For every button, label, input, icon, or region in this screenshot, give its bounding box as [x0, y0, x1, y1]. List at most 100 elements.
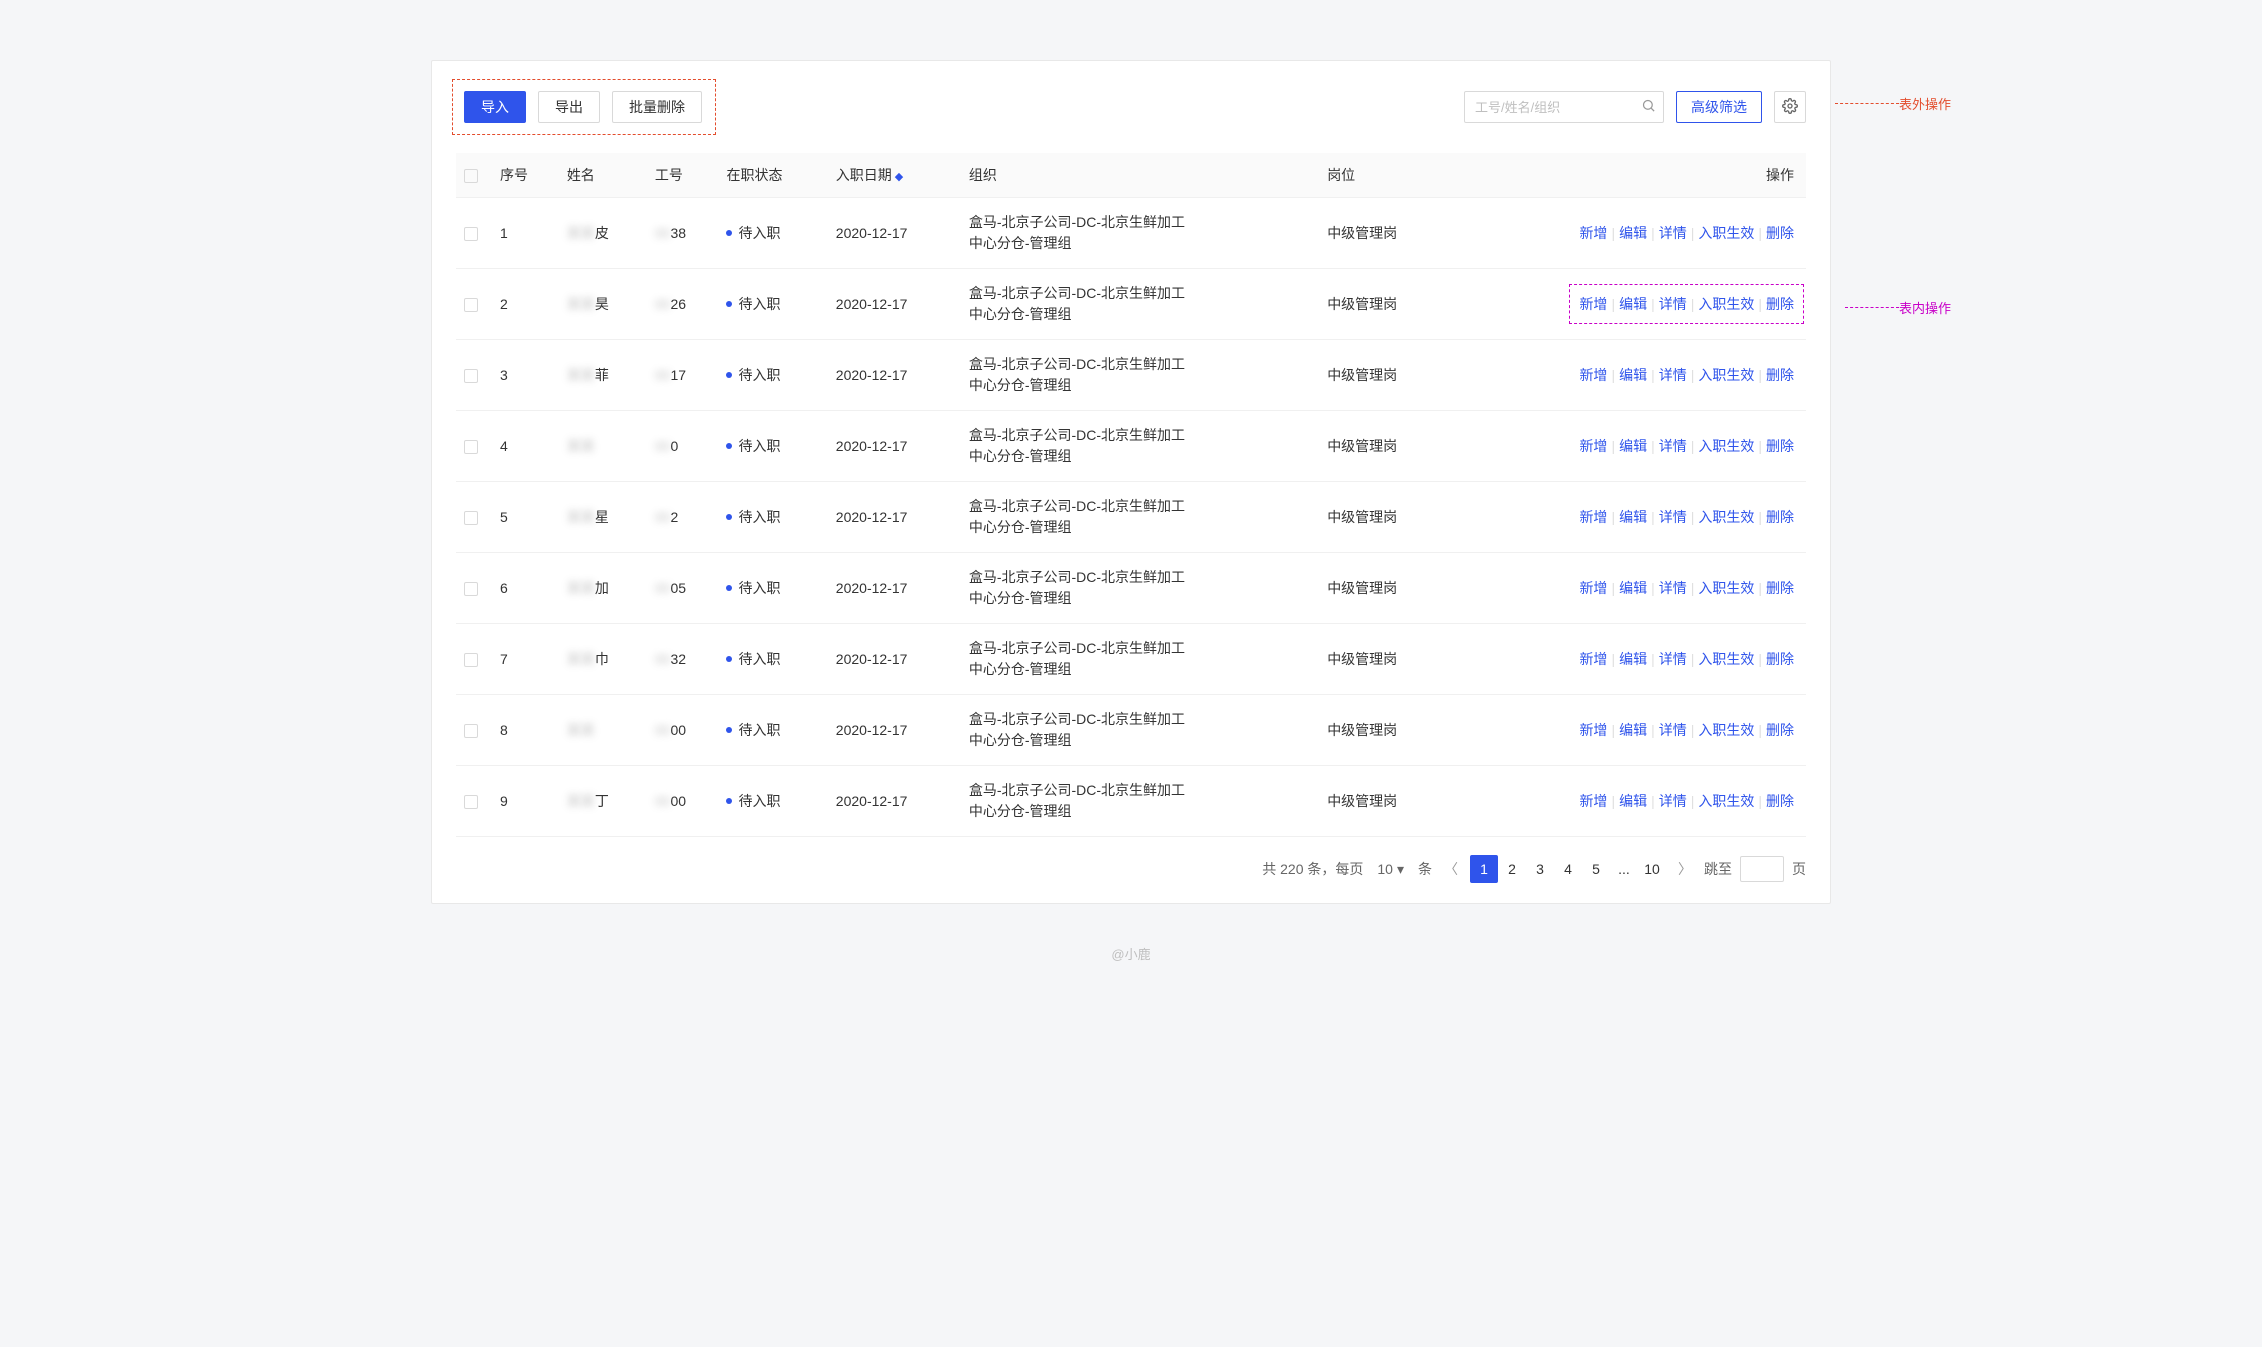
import-button[interactable]: 导入: [464, 91, 526, 123]
row-checkbox[interactable]: [464, 511, 478, 525]
action-detail[interactable]: 详情: [1659, 365, 1687, 385]
cell-hiredate: 2020-12-17: [828, 269, 961, 340]
page-4[interactable]: 4: [1554, 855, 1582, 883]
row-checkbox[interactable]: [464, 653, 478, 667]
col-hiredate[interactable]: 入职日期◆: [828, 153, 961, 198]
cell-status: 待入职: [718, 766, 827, 837]
action-activate[interactable]: 入职生效: [1698, 365, 1754, 385]
action-add[interactable]: 新增: [1579, 365, 1607, 385]
action-add[interactable]: 新增: [1579, 720, 1607, 740]
row-checkbox[interactable]: [464, 298, 478, 312]
cell-org: 盒马-北京子公司-DC-北京生鲜加工中心分仓-管理组: [961, 624, 1319, 695]
action-add[interactable]: 新增: [1579, 649, 1607, 669]
action-add[interactable]: 新增: [1579, 578, 1607, 598]
col-org[interactable]: 组织: [961, 153, 1319, 198]
cell-hiredate: 2020-12-17: [828, 411, 961, 482]
search-box: [1464, 91, 1664, 123]
action-detail[interactable]: 详情: [1659, 720, 1687, 740]
row-checkbox[interactable]: [464, 227, 478, 241]
cell-name: 某某昊: [559, 269, 647, 340]
annotation-inner: 表内操作: [1845, 298, 1951, 317]
action-activate[interactable]: 入职生效: [1698, 223, 1754, 243]
action-edit[interactable]: 编辑: [1619, 223, 1647, 243]
row-checkbox[interactable]: [464, 724, 478, 738]
action-detail[interactable]: 详情: [1659, 578, 1687, 598]
table-row: 2某某昊0026待入职2020-12-17盒马-北京子公司-DC-北京生鲜加工中…: [456, 269, 1806, 340]
total-label: 共 220 条，每页: [1262, 859, 1363, 879]
action-edit[interactable]: 编辑: [1619, 649, 1647, 669]
action-activate[interactable]: 入职生效: [1698, 791, 1754, 811]
col-empno[interactable]: 工号: [647, 153, 719, 198]
status-dot: [726, 798, 732, 804]
export-button[interactable]: 导出: [538, 91, 600, 123]
table-row: 7某某巾0032待入职2020-12-17盒马-北京子公司-DC-北京生鲜加工中…: [456, 624, 1806, 695]
cell-hiredate: 2020-12-17: [828, 624, 961, 695]
action-detail[interactable]: 详情: [1659, 791, 1687, 811]
status-dot: [726, 656, 732, 662]
action-delete[interactable]: 删除: [1766, 294, 1794, 314]
jump-input[interactable]: [1740, 856, 1784, 882]
settings-button[interactable]: [1774, 91, 1806, 123]
action-detail[interactable]: 详情: [1659, 223, 1687, 243]
action-add[interactable]: 新增: [1579, 436, 1607, 456]
status-dot: [726, 585, 732, 591]
action-add[interactable]: 新增: [1579, 791, 1607, 811]
page-10[interactable]: 10: [1638, 855, 1666, 883]
status-dot: [726, 514, 732, 520]
prev-page[interactable]: 〈: [1440, 859, 1462, 879]
search-input[interactable]: [1464, 91, 1664, 123]
action-detail[interactable]: 详情: [1659, 436, 1687, 456]
advanced-filter-button[interactable]: 高级筛选: [1676, 91, 1762, 123]
action-activate[interactable]: 入职生效: [1698, 649, 1754, 669]
action-edit[interactable]: 编辑: [1619, 507, 1647, 527]
action-edit[interactable]: 编辑: [1619, 365, 1647, 385]
page-2[interactable]: 2: [1498, 855, 1526, 883]
action-delete[interactable]: 删除: [1766, 365, 1794, 385]
action-activate[interactable]: 入职生效: [1698, 720, 1754, 740]
page-5[interactable]: 5: [1582, 855, 1610, 883]
action-add[interactable]: 新增: [1579, 223, 1607, 243]
action-delete[interactable]: 删除: [1766, 791, 1794, 811]
action-edit[interactable]: 编辑: [1619, 720, 1647, 740]
action-edit[interactable]: 编辑: [1619, 436, 1647, 456]
row-checkbox[interactable]: [464, 582, 478, 596]
cell-empno: 0026: [647, 269, 719, 340]
cell-index: 8: [492, 695, 559, 766]
action-delete[interactable]: 删除: [1766, 649, 1794, 669]
page-3[interactable]: 3: [1526, 855, 1554, 883]
action-activate[interactable]: 入职生效: [1698, 294, 1754, 314]
next-page[interactable]: 〉: [1674, 859, 1696, 879]
action-activate[interactable]: 入职生效: [1698, 436, 1754, 456]
action-detail[interactable]: 详情: [1659, 507, 1687, 527]
col-index[interactable]: 序号: [492, 153, 559, 198]
table-row: 5某某星002待入职2020-12-17盒马-北京子公司-DC-北京生鲜加工中心…: [456, 482, 1806, 553]
action-detail[interactable]: 详情: [1659, 649, 1687, 669]
col-name[interactable]: 姓名: [559, 153, 647, 198]
action-delete[interactable]: 删除: [1766, 436, 1794, 456]
status-dot: [726, 372, 732, 378]
page-1[interactable]: 1: [1470, 855, 1498, 883]
row-checkbox[interactable]: [464, 795, 478, 809]
row-checkbox[interactable]: [464, 440, 478, 454]
action-edit[interactable]: 编辑: [1619, 294, 1647, 314]
action-activate[interactable]: 入职生效: [1698, 578, 1754, 598]
bulk-delete-button[interactable]: 批量删除: [612, 91, 702, 123]
action-delete[interactable]: 删除: [1766, 720, 1794, 740]
action-add[interactable]: 新增: [1579, 507, 1607, 527]
select-all-checkbox[interactable]: [464, 169, 478, 183]
page-size-select[interactable]: 10 ▾: [1371, 859, 1410, 880]
row-checkbox[interactable]: [464, 369, 478, 383]
action-delete[interactable]: 删除: [1766, 578, 1794, 598]
action-add[interactable]: 新增: [1579, 294, 1607, 314]
cell-position: 中级管理岗: [1319, 198, 1450, 269]
action-edit[interactable]: 编辑: [1619, 791, 1647, 811]
action-delete[interactable]: 删除: [1766, 223, 1794, 243]
action-detail[interactable]: 详情: [1659, 294, 1687, 314]
col-position[interactable]: 岗位: [1319, 153, 1450, 198]
col-status[interactable]: 在职状态: [718, 153, 827, 198]
action-edit[interactable]: 编辑: [1619, 578, 1647, 598]
search-icon[interactable]: [1641, 98, 1656, 116]
table-row: 3某某菲0017待入职2020-12-17盒马-北京子公司-DC-北京生鲜加工中…: [456, 340, 1806, 411]
action-delete[interactable]: 删除: [1766, 507, 1794, 527]
action-activate[interactable]: 入职生效: [1698, 507, 1754, 527]
